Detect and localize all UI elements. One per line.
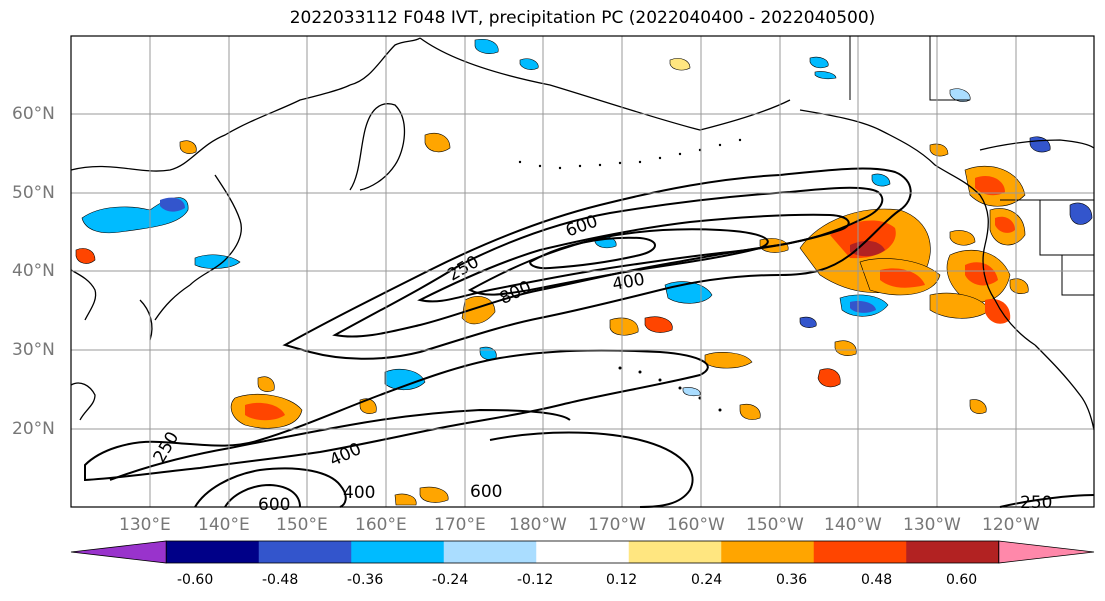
lon-label: 170°W (588, 515, 646, 535)
map-title: 2022033112 F048 IVT, precipitation PC (2… (289, 8, 876, 28)
lon-label: 150°W (746, 515, 804, 535)
colorbar-extend-min (70, 540, 167, 564)
colorbar-tick-label: 0.12 (606, 572, 638, 588)
lon-label: 160°E (355, 515, 407, 535)
colorbar-tick-label: 0.36 (776, 572, 808, 588)
colorbar-tick-label: 0.24 (691, 572, 723, 588)
colorbar-tick-label: -0.24 (432, 572, 469, 588)
colorbar-outline (165, 540, 1000, 564)
map-frame (70, 35, 1095, 508)
lon-label: 140°E (198, 515, 250, 535)
colorbar-tick-label: 0.48 (861, 572, 893, 588)
lon-label: 130°E (119, 515, 171, 535)
colorbar-segment (351, 541, 445, 563)
colorbar-segment (628, 541, 722, 563)
colorbar-tick-label: 0.60 (946, 572, 978, 588)
colorbar-segment (536, 541, 630, 563)
colorbar-tick-label: -0.36 (347, 572, 384, 588)
colorbar-segment (721, 541, 815, 563)
colorbar-segment (258, 541, 352, 563)
colorbar-segment (906, 541, 1000, 563)
lat-label: 50°N (12, 183, 55, 203)
contour-label: 600 (258, 495, 290, 515)
contour-label: 400 (343, 483, 375, 503)
lon-label: 120°W (982, 515, 1040, 535)
lat-label: 20°N (12, 419, 55, 439)
islands (518, 138, 742, 412)
colorbar-tick-label: -0.48 (262, 572, 299, 588)
contour-label: 600 (470, 482, 502, 502)
lat-label: 60°N (12, 104, 55, 124)
lon-label: 150°E (276, 515, 328, 535)
graticule (71, 36, 1094, 507)
lat-label: 40°N (12, 261, 55, 281)
colorbar-segment (443, 541, 537, 563)
colorbar-extend-max (998, 540, 1095, 564)
lon-label: 160°W (667, 515, 725, 535)
colorbar-tick-label: -0.60 (177, 572, 214, 588)
lon-label: 130°W (903, 515, 961, 535)
colorbar-segment (166, 541, 260, 563)
lon-label: 140°W (824, 515, 882, 535)
lon-label: 180°W (509, 515, 567, 535)
colorbar (70, 540, 1095, 564)
colorbar-tick-label: -0.12 (517, 572, 554, 588)
lon-label: 170°E (434, 515, 486, 535)
lat-label: 30°N (12, 340, 55, 360)
colorbar-segment (813, 541, 907, 563)
contour-label: 250 (1020, 493, 1052, 513)
